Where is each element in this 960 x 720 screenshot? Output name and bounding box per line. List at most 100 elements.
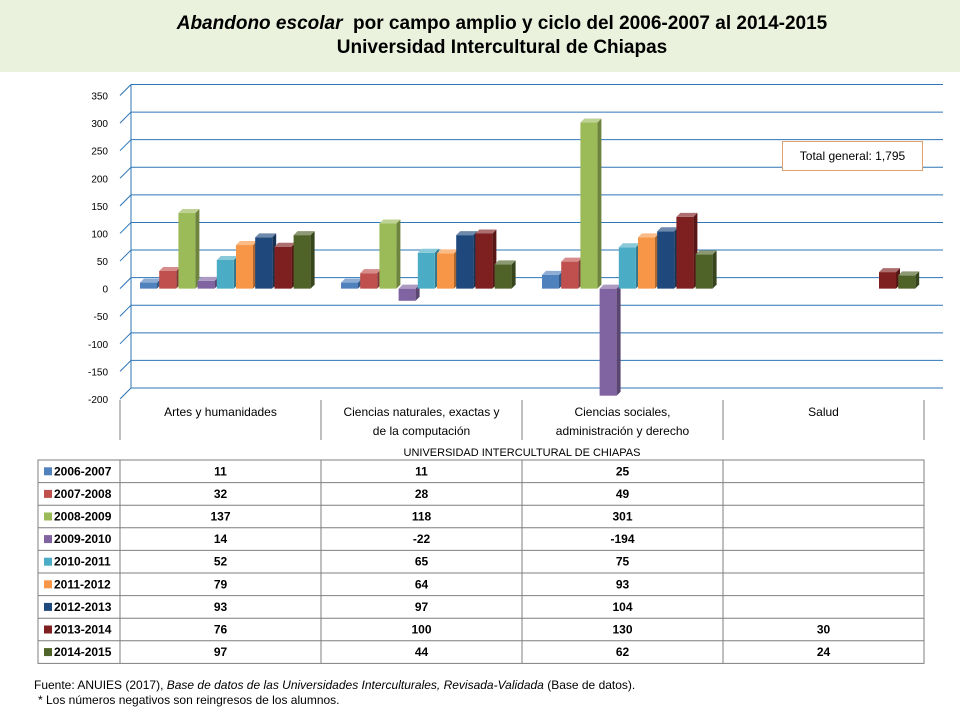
bar-2007-2008-cat1 (360, 269, 382, 289)
bar-2014-2015-cat3 (898, 271, 920, 289)
table-cell-value: 32 (214, 487, 228, 501)
category-label: Ciencias sociales, (574, 405, 670, 419)
legend-swatch (44, 648, 52, 657)
bar-top (360, 269, 382, 274)
bar-top (197, 276, 219, 281)
bar-top (398, 284, 420, 289)
legend-label: 2011-2012 (54, 577, 111, 591)
chart-subtitle: Universidad Intercultural de Chiapas (336, 37, 668, 58)
bar-front (475, 233, 493, 289)
bar-top (293, 231, 315, 236)
legend-label: 2013-2014 (54, 623, 112, 637)
bar-front (197, 280, 215, 289)
bar-front (293, 235, 311, 289)
y-tick-label: -200 (88, 395, 108, 406)
bar-front (398, 288, 416, 301)
bar-2008-2009-cat1 (379, 219, 401, 289)
y-tick-label: -100 (88, 340, 108, 351)
table-cell-value: 97 (214, 645, 228, 659)
table-cell-value: 30 (817, 623, 831, 637)
category-label: Salud (808, 405, 839, 419)
bar-2008-2009-cat0 (178, 209, 200, 289)
bar-2010-2011-cat2 (618, 243, 640, 289)
bar-front (140, 282, 157, 289)
bar-top (676, 212, 698, 217)
bar-front (561, 261, 579, 289)
bar-front (360, 273, 378, 289)
gridline-depth (119, 332, 132, 345)
bar-front (236, 245, 253, 289)
y-tick-label: 200 (91, 174, 108, 185)
bar-2010-2011-cat0 (216, 255, 238, 289)
table-cell-value: 97 (415, 600, 429, 614)
bar-side (712, 250, 717, 289)
bar-top (236, 241, 257, 246)
title-banner: Abandono escolar por campo amplio y cicl… (0, 0, 960, 72)
bar-side (310, 231, 315, 289)
bar-2009-2010-cat2 (599, 284, 621, 396)
y-tick-label: 150 (91, 202, 108, 213)
bar-front (178, 213, 196, 289)
table-cell-value: 25 (616, 464, 630, 478)
bar-top (580, 118, 602, 123)
bar-front (676, 216, 694, 289)
y-tick-label: 300 (91, 119, 108, 130)
table-cell-value: 65 (415, 555, 429, 569)
bar-2009-2010-cat0 (197, 276, 219, 289)
table-cell-value: -194 (610, 532, 634, 546)
bar-top (341, 278, 362, 283)
table-cell-value: 75 (616, 555, 630, 569)
y-tick-label: 50 (97, 257, 109, 268)
bar-front (341, 282, 358, 289)
legend-swatch (44, 489, 52, 498)
table-cell-value: 79 (214, 577, 228, 591)
table-cell-value: 93 (616, 577, 630, 591)
legend-swatch (44, 625, 52, 634)
gridline-depth (119, 166, 132, 179)
chart-title-italic: Abandono escolar (176, 13, 343, 34)
plot-wall (131, 84, 943, 388)
bar-2013-2014-cat3 (879, 268, 900, 289)
bar-2013-2014-cat2 (676, 212, 698, 289)
bar-top (379, 219, 401, 224)
legend-label: 2006-2007 (54, 464, 112, 478)
legend-label: 2007-2008 (54, 487, 112, 501)
bar-2014-2015-cat2 (695, 250, 717, 289)
bar-2011-2012-cat1 (437, 249, 458, 289)
source-title: Base de datos de las Universidades Inter… (166, 678, 544, 692)
bar-top (274, 242, 296, 247)
bar-2006-2007-cat1 (341, 278, 362, 289)
legend-swatch (44, 467, 52, 476)
bar-top (561, 257, 583, 262)
bar-front (379, 223, 397, 289)
bar-2011-2012-cat2 (638, 233, 659, 289)
table-cell-value: 14 (214, 532, 228, 546)
bar-front (159, 270, 177, 289)
table-cell-value: 11 (415, 464, 428, 478)
bar-2013-2014-cat0 (274, 242, 296, 289)
bar-front (216, 259, 234, 289)
bar-top (456, 231, 478, 236)
bar-top (618, 243, 640, 248)
bar-top (437, 249, 458, 254)
legend-label: 2010-2011 (54, 555, 111, 569)
bar-front (657, 231, 675, 289)
bar-top (417, 248, 439, 253)
bar-2012-2013-cat0 (255, 233, 277, 289)
y-axis-ticks: 350 300 250 200 150 100 50 0 -50 -100 -150 -200 (88, 92, 108, 407)
bar-top (898, 271, 920, 276)
table-cell-value: 104 (612, 600, 632, 614)
bar-2007-2008-cat0 (159, 266, 181, 289)
bar-2012-2013-cat2 (657, 227, 679, 289)
gridline-depth (119, 387, 132, 400)
legend-label: 2012-2013 (54, 600, 112, 614)
gridline-depth (119, 222, 132, 234)
bar-front (542, 274, 559, 289)
category-label: Artes y humanidades (164, 405, 277, 419)
bar-top (216, 255, 238, 260)
bar-2013-2014-cat1 (475, 229, 497, 289)
bar-front (879, 272, 896, 289)
chart-bars (140, 118, 920, 396)
table-cell-value: 64 (415, 577, 429, 591)
